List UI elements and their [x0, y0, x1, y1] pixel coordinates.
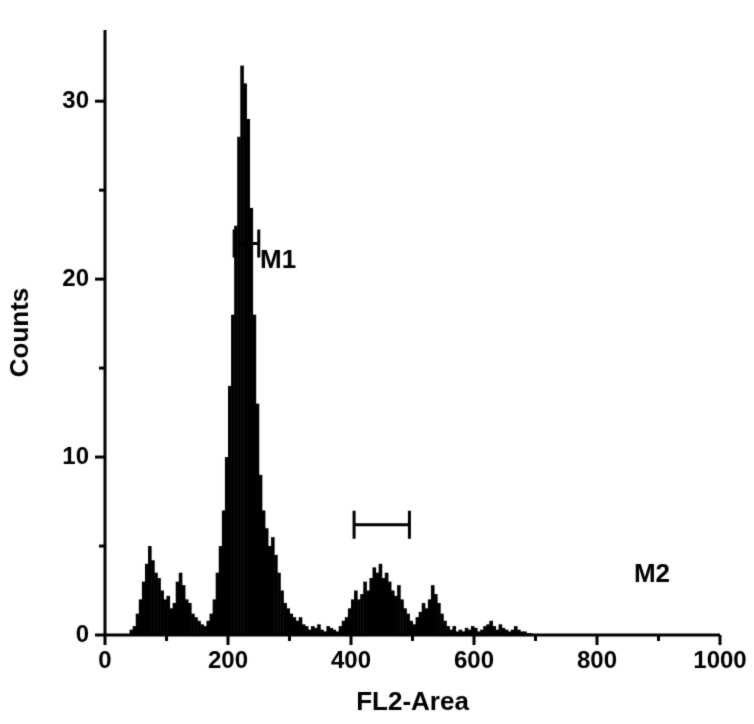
- histogram-chart: [0, 0, 754, 724]
- chart-canvas: [0, 0, 754, 724]
